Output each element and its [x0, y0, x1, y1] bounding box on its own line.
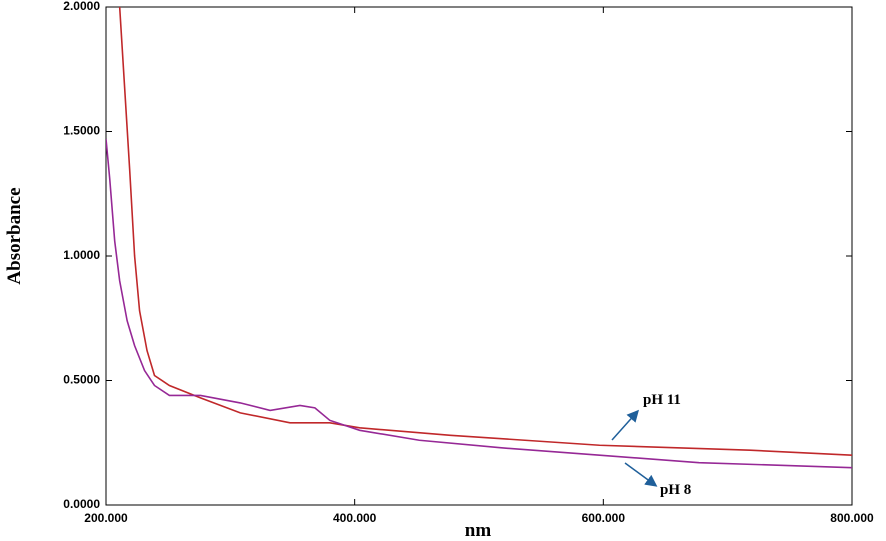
- series-label: pH 8: [660, 482, 691, 498]
- x-tick-label: 200.000: [84, 511, 128, 525]
- series-line: [106, 138, 852, 469]
- y-tick-label: 2.0000: [63, 0, 100, 13]
- y-tick-label: 1.0000: [63, 248, 100, 262]
- x-tick-label: 800.000: [830, 511, 874, 525]
- x-axis-label: nm: [465, 520, 492, 541]
- annotation-arrow: [624, 462, 658, 487]
- series-label: pH 11: [643, 392, 681, 408]
- y-axis-label: Absorbance: [4, 187, 25, 284]
- x-tick-label: 600.000: [582, 511, 626, 525]
- y-tick-label: 0.5000: [63, 373, 100, 387]
- y-tick-label: 0.0000: [63, 497, 100, 511]
- x-tick-label: 400.000: [333, 511, 377, 525]
- series-line: [118, 7, 852, 456]
- annotation-arrow: [611, 409, 639, 441]
- plot-frame: [105, 6, 853, 506]
- y-tick-label: 1.5000: [63, 124, 100, 138]
